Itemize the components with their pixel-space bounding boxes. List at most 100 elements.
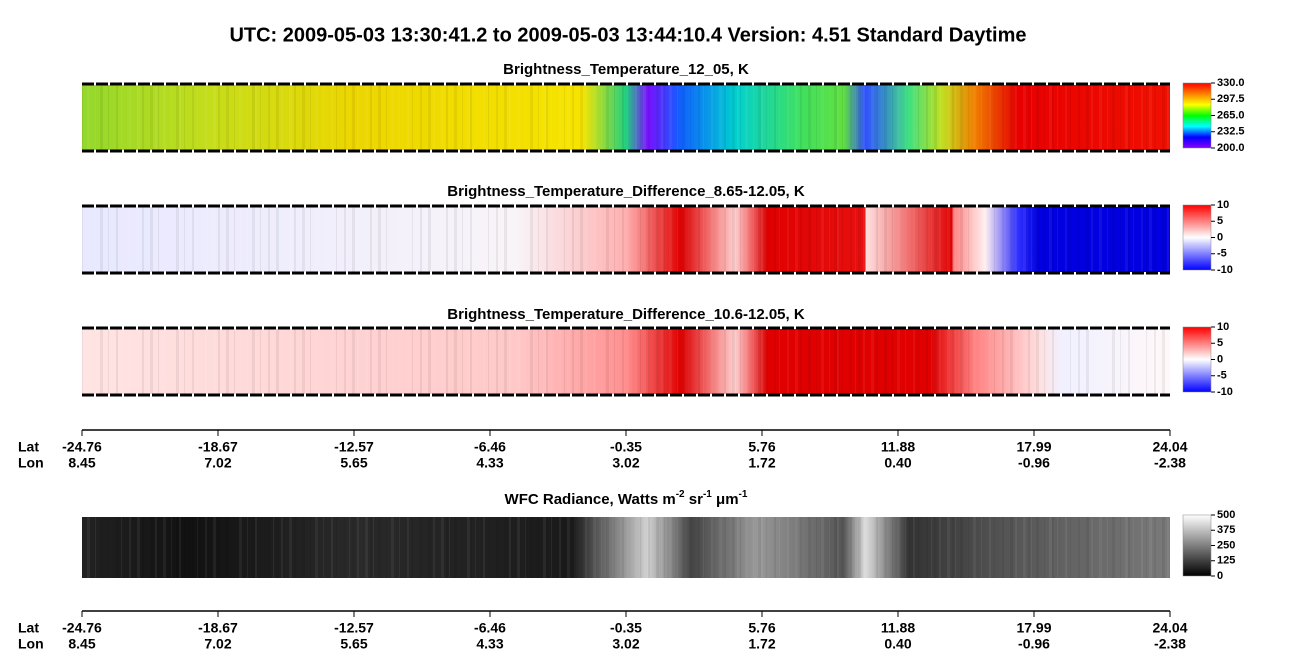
strip-texture — [255, 207, 257, 272]
strip-texture — [981, 85, 982, 150]
strip-texture — [1154, 85, 1156, 150]
lat-value: 11.88 — [881, 620, 915, 636]
strip-texture — [745, 207, 748, 272]
strip-texture — [585, 517, 587, 578]
lon-value: 8.45 — [68, 636, 95, 652]
strip-texture — [952, 329, 954, 394]
strip-texture — [268, 517, 270, 578]
strip-texture — [441, 329, 444, 394]
strip-texture — [981, 207, 982, 272]
strip-texture — [897, 85, 900, 150]
strip-texture — [1125, 207, 1128, 272]
strip-texture — [1065, 207, 1067, 272]
strip-texture — [391, 85, 394, 150]
strip-texture — [973, 329, 976, 394]
strip-texture — [1065, 517, 1067, 578]
strip-texture — [567, 329, 570, 394]
lat-value: -12.57 — [334, 439, 374, 455]
strip-texture — [252, 329, 255, 394]
strip-texture — [179, 517, 181, 578]
strip-texture — [994, 207, 995, 272]
strip-texture — [407, 85, 409, 150]
strip-texture — [834, 517, 837, 578]
strip-texture — [682, 329, 685, 394]
strip-texture — [643, 85, 646, 150]
lon-value: 3.02 — [612, 455, 639, 471]
strip-texture — [1149, 207, 1152, 272]
strip-texture — [407, 329, 409, 394]
strip-texture — [420, 85, 422, 150]
strip-texture — [643, 207, 646, 272]
strip-texture — [606, 85, 609, 150]
strip-texture — [871, 329, 874, 394]
strip-texture — [837, 517, 839, 578]
strip-texture — [955, 85, 956, 150]
strip-texture — [475, 85, 476, 150]
lon-value: 0.40 — [884, 455, 911, 471]
strip-texture — [795, 517, 798, 578]
strip-texture — [1002, 207, 1004, 272]
strip-texture — [779, 85, 780, 150]
strip-texture — [95, 85, 96, 150]
strip-texture — [268, 329, 270, 394]
strip-texture — [740, 85, 741, 150]
strip-texture — [467, 85, 470, 150]
strip-texture — [606, 517, 609, 578]
strip-texture — [677, 207, 678, 272]
strip-texture — [960, 329, 963, 394]
strip-texture — [1133, 329, 1134, 394]
strip-texture — [892, 85, 893, 150]
strip-texture — [567, 85, 570, 150]
strip-texture — [1044, 517, 1045, 578]
strip-texture — [816, 329, 817, 394]
strip-texture — [525, 517, 526, 578]
strip-texture — [108, 85, 109, 150]
strip-texture — [294, 329, 296, 394]
strip-texture — [268, 85, 270, 150]
strip-texture — [669, 517, 672, 578]
strip-texture — [95, 517, 96, 578]
strip-texture — [800, 207, 802, 272]
strip-texture — [137, 517, 140, 578]
strip-texture — [470, 329, 472, 394]
strip-texture — [774, 329, 776, 394]
strip-texture — [753, 85, 754, 150]
strip-texture — [939, 207, 941, 272]
strip-texture — [239, 207, 242, 272]
strip-texture — [753, 207, 754, 272]
strip-texture — [648, 85, 650, 150]
strip-texture — [926, 85, 928, 150]
strip-texture — [761, 517, 763, 578]
strip-texture — [601, 329, 602, 394]
strip-texture — [703, 329, 704, 394]
strip-texture — [1107, 207, 1108, 272]
strip-texture — [336, 207, 337, 272]
image-strip — [82, 85, 1170, 150]
strip-texture — [294, 517, 296, 578]
strip-texture — [994, 85, 995, 150]
strip-texture — [273, 517, 274, 578]
strip-texture — [1128, 329, 1130, 394]
strip-texture — [1099, 517, 1102, 578]
strip-texture — [192, 517, 194, 578]
strip-texture — [863, 517, 865, 578]
lat-value: -6.46 — [474, 620, 506, 636]
strip-texture — [121, 85, 122, 150]
strip-texture — [1031, 329, 1032, 394]
figure-title: UTC: 2009-05-03 13:30:41.2 to 2009-05-03… — [229, 24, 1026, 46]
strip-texture — [336, 85, 337, 150]
strip-texture — [1023, 85, 1026, 150]
strip-texture — [661, 517, 663, 578]
strip-texture — [1128, 85, 1130, 150]
strip-texture — [834, 207, 837, 272]
strip-texture — [488, 207, 489, 272]
strip-texture — [179, 329, 181, 394]
strip-texture — [627, 329, 628, 394]
strip-texture — [884, 517, 887, 578]
strip-texture — [585, 207, 587, 272]
lat-value: -0.35 — [610, 439, 642, 455]
strip-texture — [968, 517, 969, 578]
strip-texture — [87, 517, 90, 578]
strip-texture — [546, 207, 548, 272]
strip-texture — [1128, 517, 1130, 578]
